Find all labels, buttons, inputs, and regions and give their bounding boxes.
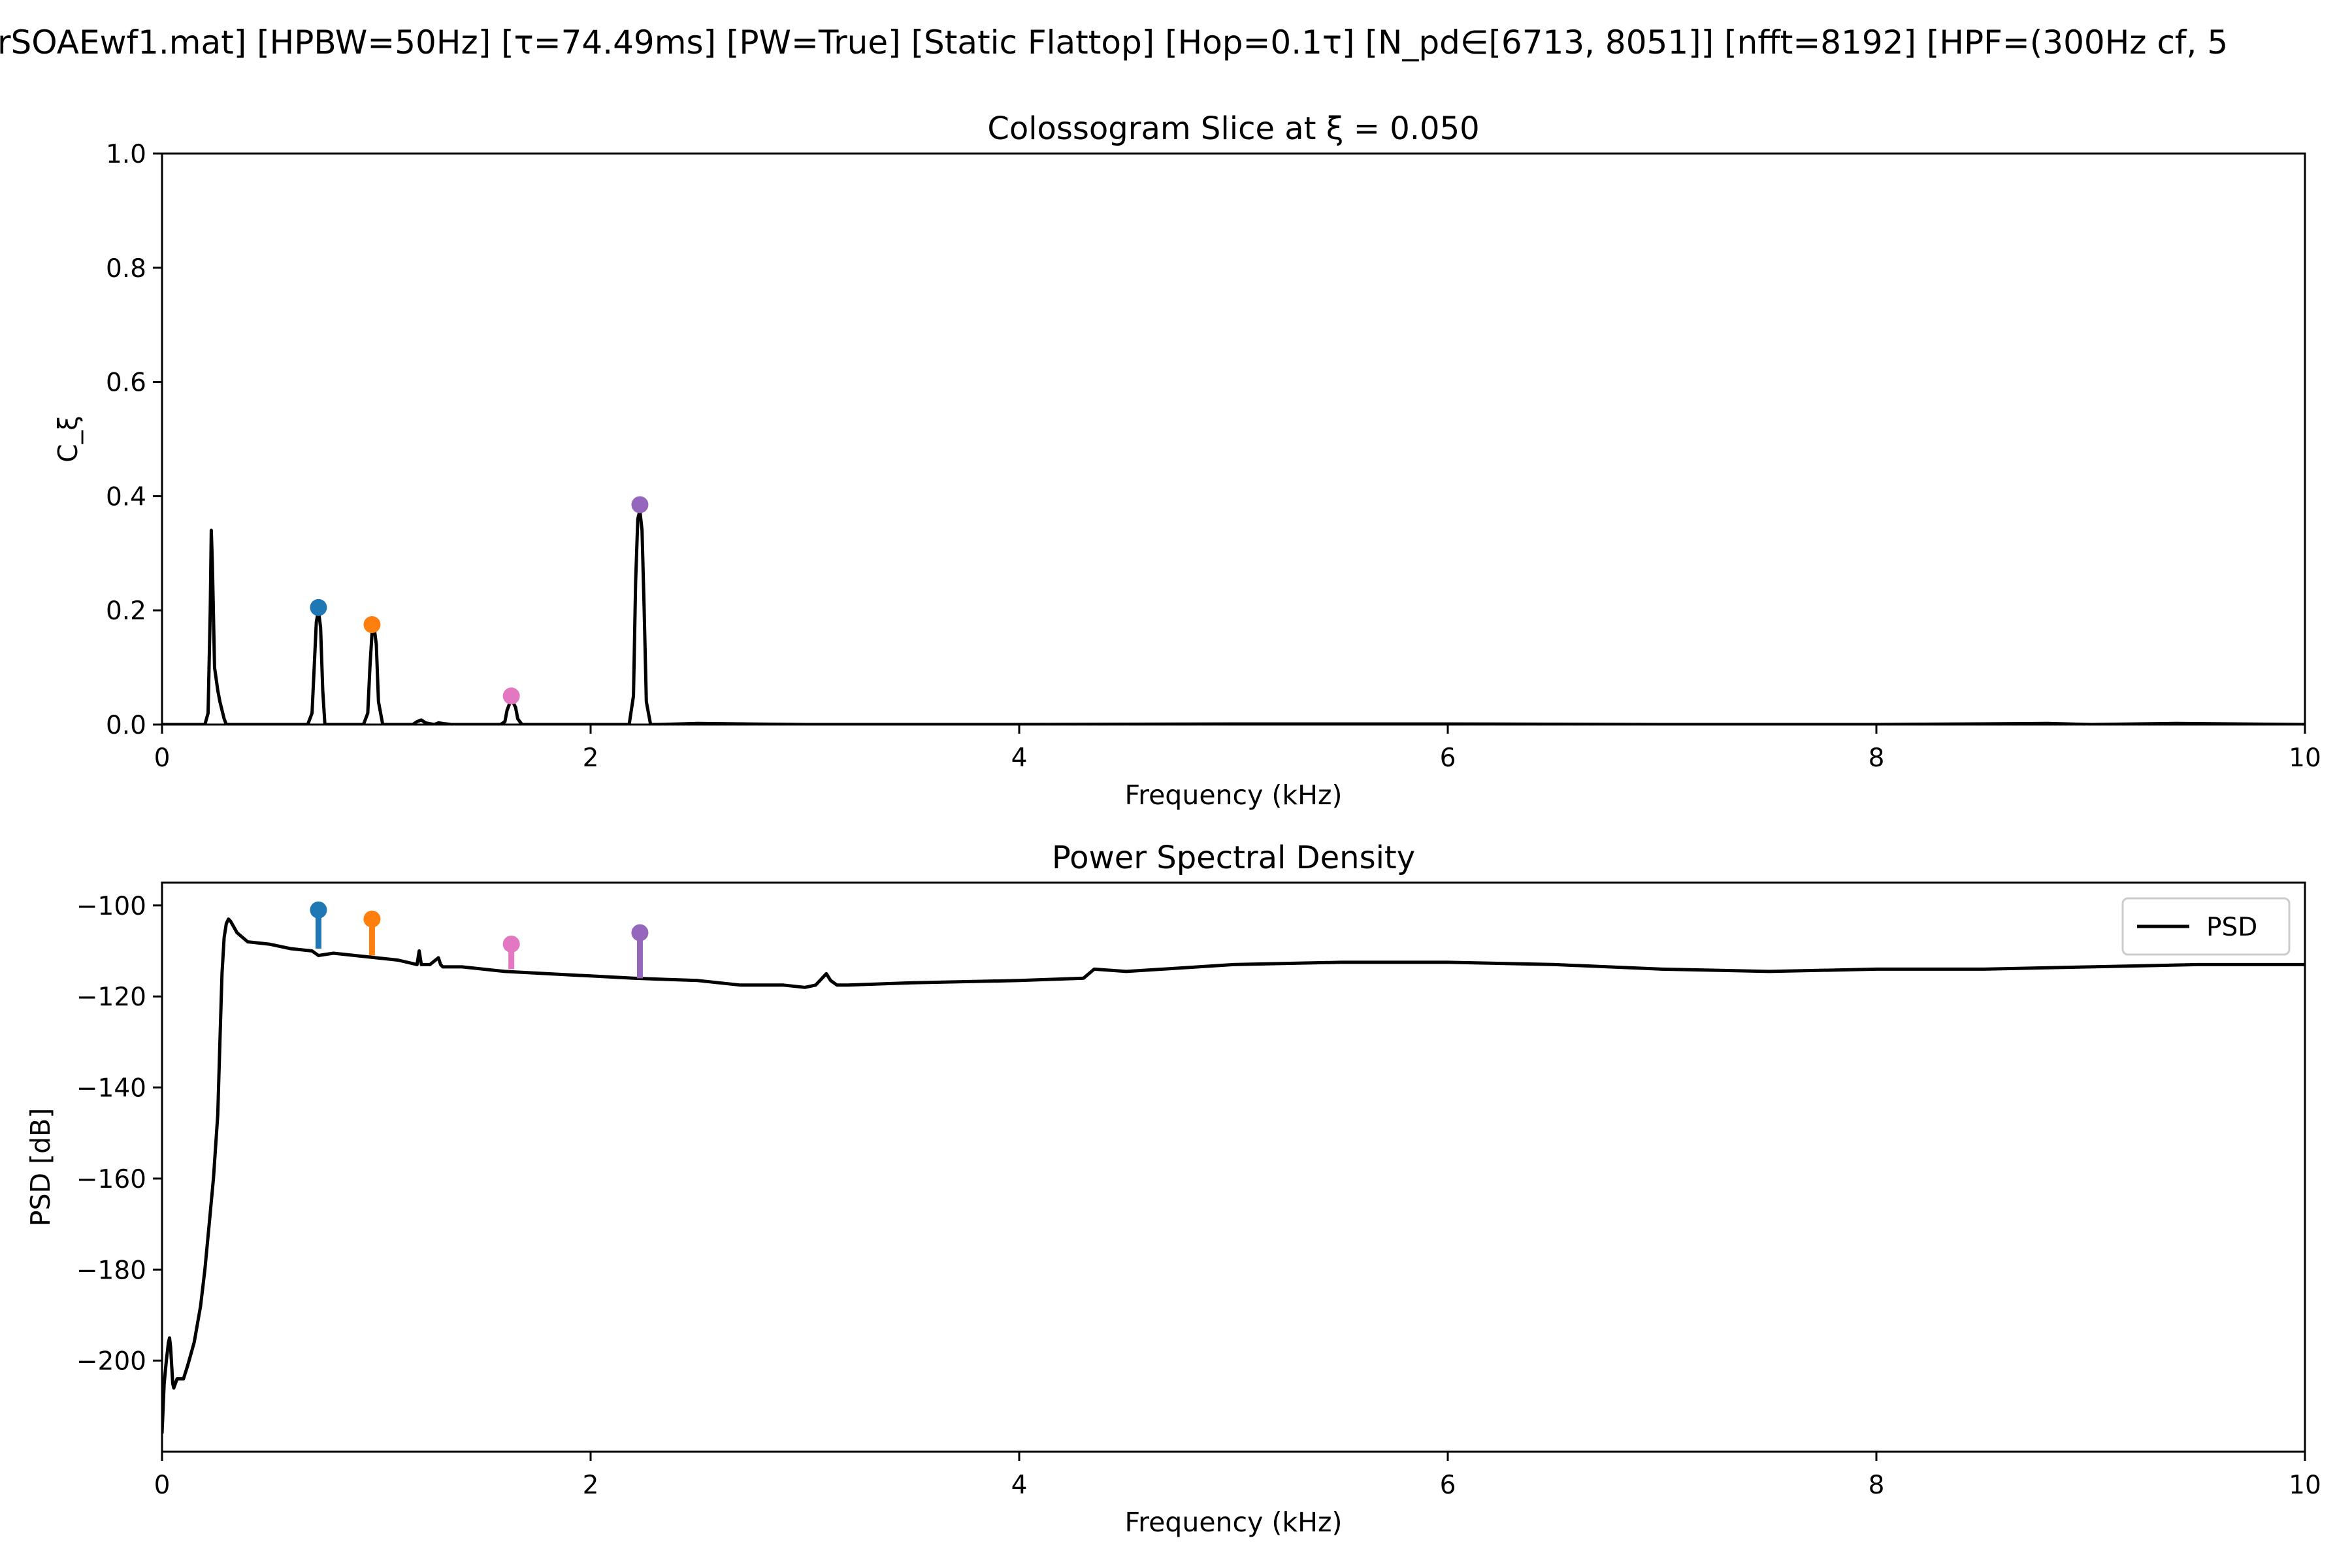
x-tick-label: 4	[1011, 1471, 1028, 1500]
colossogram-slice-ylabel: C_ξ	[52, 416, 84, 463]
y-tick-label: −160	[76, 1165, 146, 1194]
psd-axes: Power Spectral Density Frequency (kHz) P…	[25, 840, 2321, 1538]
y-tick-label: −140	[76, 1074, 146, 1103]
x-tick-label: 0	[154, 1471, 171, 1500]
colossogram-slice-axes: Colossogram Slice at ξ = 0.050 Frequency…	[52, 110, 2321, 811]
peak-marker-purple	[631, 496, 649, 514]
psd-frame	[161, 881, 2306, 1453]
y-tick-label: −100	[76, 892, 146, 921]
x-tick-label: 8	[1869, 743, 1885, 773]
x-tick-label: 4	[1011, 743, 1028, 773]
peak-marker-pink	[502, 687, 520, 705]
peak-marker-orange	[363, 616, 381, 634]
x-tick-label: 10	[2289, 743, 2321, 773]
x-tick-label: 6	[1440, 1471, 1456, 1500]
y-tick-label: −180	[76, 1256, 146, 1285]
x-tick-label: 6	[1440, 743, 1456, 773]
legend-label: PSD	[2206, 913, 2257, 942]
psd-ylabel: PSD [dB]	[25, 1108, 56, 1227]
colossogram-slice-frame	[161, 152, 2306, 726]
legend-box	[2121, 897, 2291, 956]
peak-marker-purple	[631, 924, 649, 941]
x-tick-label: 0	[154, 743, 171, 773]
psd-legend: PSD	[2121, 897, 2291, 956]
series-line	[162, 508, 2305, 725]
y-tick-label: 0.0	[106, 711, 146, 740]
peak-marker-blue	[310, 901, 327, 919]
y-tick-label: −200	[76, 1347, 146, 1377]
y-tick-label: 1.0	[106, 140, 146, 169]
x-tick-label: 2	[583, 1471, 599, 1500]
psd-title: Power Spectral Density	[1052, 840, 1415, 876]
peak-marker-pink	[502, 936, 520, 953]
psd-xlabel: Frequency (kHz)	[1125, 1507, 1343, 1538]
y-tick-label: −120	[76, 983, 146, 1012]
peak-marker-orange	[363, 910, 381, 928]
y-tick-label: 0.8	[106, 254, 146, 284]
colossogram-slice-ticks: 0 2 4 6 8 10 0.0 0.2 0.4 0.6 0.8 1.0	[106, 140, 2321, 773]
psd-plot-area	[162, 901, 2305, 1434]
series-line	[162, 917, 2305, 1434]
x-tick-label: 2	[583, 743, 599, 773]
y-tick-label: 0.4	[106, 482, 146, 512]
y-tick-label: 0.2	[106, 596, 146, 626]
y-tick-label: 0.6	[106, 368, 146, 398]
figure-suptitle: rSOAEwf1.mat] [HPBW=50Hz] [τ=74.49ms] [P…	[0, 24, 2228, 61]
x-tick-label: 10	[2289, 1471, 2321, 1500]
colossogram-slice-plot-area	[162, 496, 2305, 725]
psd-ticks: 0 2 4 6 8 10 −100 −120 −140 −160 −180 −200	[76, 892, 2321, 1500]
colossogram-slice-xlabel: Frequency (kHz)	[1125, 779, 1343, 811]
peak-marker-blue	[310, 598, 327, 616]
x-tick-label: 8	[1869, 1471, 1885, 1500]
colossogram-slice-title: Colossogram Slice at ξ = 0.050	[987, 110, 1479, 147]
